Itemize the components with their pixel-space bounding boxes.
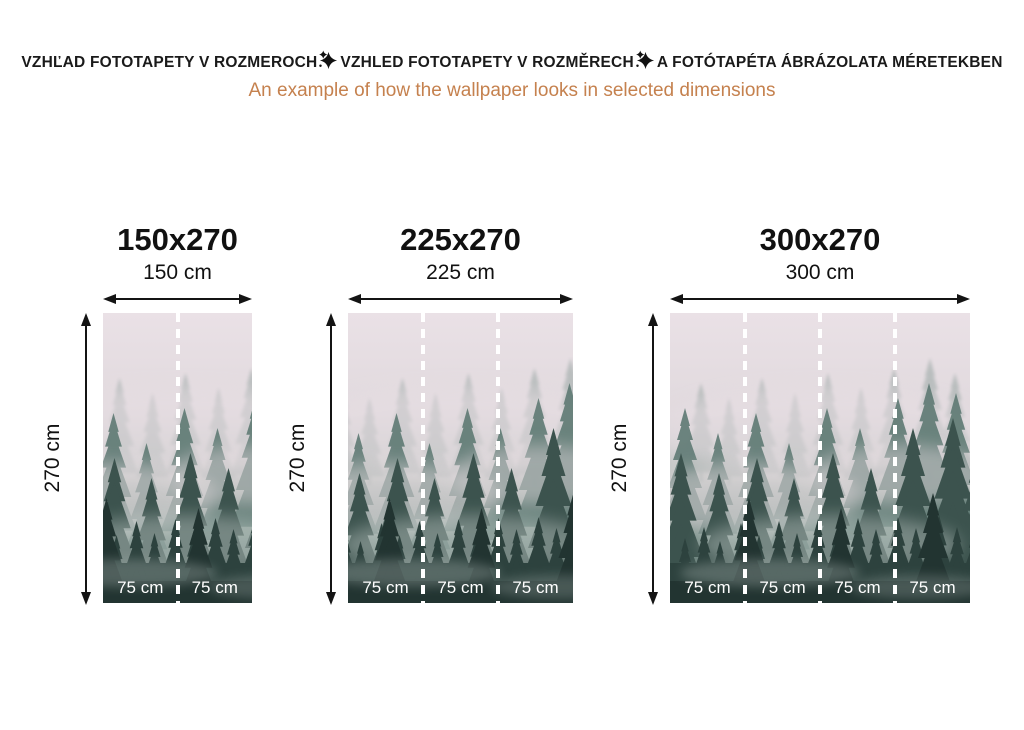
arrow-line (652, 319, 654, 599)
segment-width-label: 75 cm (437, 578, 484, 597)
size-title: 300x270 (759, 222, 881, 257)
segment-width-label: 75 cm (684, 578, 731, 597)
panel-seam-divider (420, 313, 425, 603)
arrowhead-right-icon (560, 294, 573, 304)
size-title: 150x270 (117, 222, 238, 257)
width-arrow (103, 294, 252, 304)
subtitle: An example of how the wallpaper looks in… (248, 80, 776, 101)
segment-width-label: 75 cm (759, 578, 806, 597)
panel-seam-divider (743, 313, 747, 603)
arrow-line (330, 319, 332, 599)
segment-width-label: 75 cm (362, 578, 409, 597)
segment-width-label: 75 cm (191, 578, 238, 597)
width-dimension-label: 225 cm (426, 261, 495, 284)
height-arrow (326, 313, 336, 605)
foggy-forest-wallpaper-preview (348, 313, 573, 603)
panel-seam-divider (818, 313, 822, 603)
arrow-line (109, 298, 246, 300)
title-czech: VZHLED FOTOTAPETY V ROZMĚRECH (340, 54, 634, 71)
arrowhead-right-icon (239, 294, 252, 304)
arrow-line (85, 319, 87, 599)
arrowhead-down-icon (326, 592, 336, 605)
width-arrow (348, 294, 573, 304)
panel-seam-divider (495, 313, 500, 603)
height-dimension-label: 270 cm (608, 423, 631, 493)
segment-width-label: 75 cm (117, 578, 164, 597)
height-arrow (81, 313, 91, 605)
panel-segments-overlay: 75 cm 75 cm 75 cm 75 cm (670, 313, 970, 603)
segment-width-label: 75 cm (909, 578, 956, 597)
size-title: 225x270 (400, 222, 521, 257)
arrowhead-down-icon (81, 592, 91, 605)
segment-width-label: 75 cm (512, 578, 559, 597)
arrow-line (354, 298, 567, 300)
arrowhead-down-icon (648, 592, 658, 605)
height-label-wrap: 270 cm (602, 313, 638, 603)
arrowhead-right-icon (957, 294, 970, 304)
height-label-wrap: 270 cm (280, 313, 316, 603)
sparkles-icon (319, 50, 338, 70)
width-arrow (670, 294, 970, 304)
sparkles-icon (635, 50, 654, 70)
panel-seam-divider (175, 313, 180, 603)
width-dimension-label: 300 cm (785, 261, 855, 284)
panel-seam-divider (893, 313, 897, 603)
title-slovak: VZHĽAD FOTOTAPETY V ROZMEROCH (21, 54, 318, 71)
height-dimension-label: 270 cm (286, 423, 309, 493)
height-arrow (648, 313, 658, 605)
width-dimension-label: 150 cm (143, 261, 212, 284)
segment-width-label: 75 cm (834, 578, 881, 597)
arrow-line (676, 298, 964, 300)
panel-segments-overlay: 75 cm 75 cm 75 cm (348, 313, 573, 603)
page-header: VZHĽAD FOTOTAPETY V ROZMEROCH VZHLED FOTO… (0, 50, 1024, 103)
height-label-wrap: 270 cm (35, 313, 71, 603)
panel-segments-overlay: 75 cm 75 cm (103, 313, 252, 603)
multilingual-title: VZHĽAD FOTOTAPETY V ROZMEROCH VZHLED FOTO… (0, 50, 1024, 74)
title-hungarian: A FOTÓTAPÉTA ÁBRÁZOLATA MÉRETEKBEN (656, 54, 1003, 71)
height-dimension-label: 270 cm (41, 423, 64, 493)
